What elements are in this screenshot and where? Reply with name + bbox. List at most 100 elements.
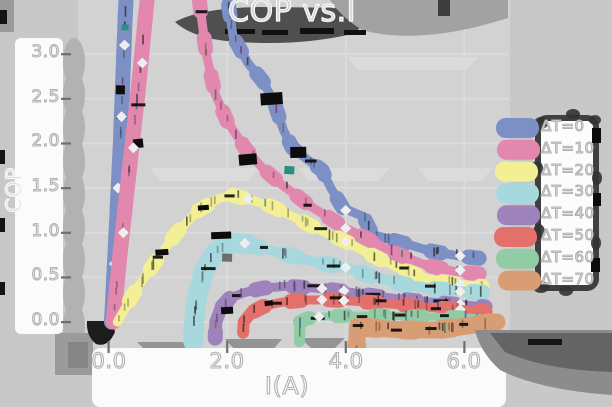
band-tick-mark: [271, 201, 274, 211]
band-tick-mark: [139, 61, 142, 73]
band-tick-mark: [364, 212, 366, 222]
band-tick-mark: [224, 298, 227, 308]
band-tick-mark: [455, 285, 457, 294]
axis-strip-shadow: [63, 203, 85, 251]
band-tick-mark: [243, 315, 246, 326]
band-tick-mark: [186, 216, 188, 226]
band-tick-mark: [479, 286, 482, 297]
band-tick-mark: [407, 265, 410, 276]
band-tick-mark: [437, 247, 439, 254]
band-tick-mark: [226, 115, 229, 122]
x-tick-mark: [463, 341, 466, 353]
band-ink-patch: [290, 146, 307, 158]
band-tick-mark: [115, 287, 117, 295]
legend-label-dt60: ΔT=60: [540, 248, 595, 266]
y-tick-mark: [61, 321, 71, 324]
band-ink-patch: [211, 231, 232, 240]
band-tick-mark: [286, 181, 288, 189]
band-tick-mark: [332, 294, 335, 305]
legend-swatch-dt20: [495, 161, 538, 182]
y-tick-mark: [61, 142, 71, 145]
band-ink-dash: [201, 267, 216, 271]
title-ink-dash: [225, 29, 255, 34]
band-tick-mark: [452, 323, 454, 333]
y-tick-label-3.0: 3.0: [31, 42, 60, 62]
band-tick-mark: [384, 309, 387, 319]
band-pinch-diamond: [127, 142, 139, 154]
band-pinch-diamond: [340, 204, 352, 216]
x-tick-mark: [344, 341, 347, 353]
band-tick-mark: [361, 268, 364, 278]
band-pinch-diamond: [454, 286, 466, 298]
band-ink-dash: [394, 313, 406, 317]
band-tick-mark: [230, 19, 233, 30]
x-tick-label-0.0: 0.0: [91, 349, 127, 373]
legend-label-dt70: ΔT=70: [540, 270, 595, 288]
band-tick-mark: [301, 215, 304, 222]
axis-strip-shadow: [63, 137, 85, 185]
x-tick-mark: [107, 341, 110, 353]
band-pinch-diamond: [116, 111, 128, 123]
bottom-shadow: [300, 338, 345, 348]
legend-ink-notch: [592, 128, 601, 143]
band-tick-mark: [449, 284, 451, 296]
band-tick-mark: [282, 248, 284, 259]
legend-label-dt0: ΔT=0: [540, 117, 585, 135]
band-tick-mark: [373, 252, 376, 262]
band-tick-mark: [351, 239, 353, 247]
title-ink-dash: [300, 28, 334, 34]
band-ink-dash: [375, 299, 387, 303]
band-tick-mark: [393, 275, 395, 285]
legend: [494, 109, 602, 296]
band-tick-mark: [425, 301, 428, 311]
edge-ink-mark: [0, 282, 5, 295]
y-tick-label-2.0: 2.0: [31, 131, 60, 151]
band-tick-mark: [221, 242, 224, 253]
band-tick-mark: [437, 301, 439, 309]
y-tick-label-1.5: 1.5: [31, 176, 60, 196]
band-tick-mark: [393, 311, 395, 323]
band-tick-mark: [413, 269, 416, 277]
band-tick-mark: [275, 104, 278, 114]
band-tick-mark: [358, 295, 360, 303]
band-tick-mark: [357, 289, 360, 299]
band-tick-mark: [151, 261, 153, 270]
band-tick-mark: [390, 244, 393, 256]
band-tick-mark: [298, 326, 301, 337]
band-pinch-diamond: [340, 236, 352, 248]
edge-ink-mark: [0, 218, 5, 232]
band-tick-mark: [426, 296, 428, 305]
band-tick-mark: [328, 229, 331, 241]
legend-border-blob: [559, 286, 573, 296]
band-tick-mark: [347, 311, 350, 318]
band-tick-mark: [438, 322, 441, 330]
band-tick-mark: [373, 297, 375, 305]
band-ink-patch: [284, 165, 295, 175]
legend-swatch-dt30: [496, 183, 539, 204]
band-bead-dt30: [185, 234, 491, 350]
band-tick-mark: [299, 317, 301, 328]
axis-strip-shadow: [63, 38, 85, 86]
band-tick-mark: [127, 298, 129, 307]
band-tick-mark: [237, 190, 240, 198]
band-ink-patch: [155, 248, 169, 256]
band-tick-mark: [328, 310, 330, 318]
band-tick-mark: [433, 283, 436, 294]
band-pinch-diamond: [136, 57, 148, 69]
band-tick-mark: [193, 315, 195, 327]
legend-label-dt30: ΔT=30: [540, 182, 595, 200]
series-dt50: [235, 292, 493, 341]
band-tick-mark: [229, 11, 231, 19]
band-tick-mark: [358, 287, 361, 298]
band-ink-dash: [356, 315, 368, 319]
band-tick-mark: [285, 249, 287, 259]
band-tick-mark: [204, 43, 207, 54]
x-tick-mark: [226, 341, 229, 353]
band-tick-mark: [428, 325, 431, 335]
band-tick-mark: [282, 123, 284, 133]
band-tick-mark: [384, 233, 387, 243]
band-tick-mark: [235, 129, 237, 139]
band-pinch-diamond: [454, 250, 466, 262]
band-pinch-diamond: [119, 39, 131, 51]
band-tick-mark: [433, 247, 435, 257]
